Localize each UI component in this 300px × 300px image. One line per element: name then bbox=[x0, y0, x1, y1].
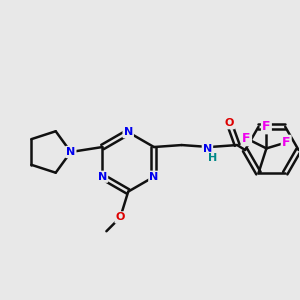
Text: F: F bbox=[282, 136, 290, 149]
Text: N: N bbox=[203, 144, 212, 154]
Text: O: O bbox=[225, 118, 234, 128]
Text: N: N bbox=[149, 172, 159, 182]
Text: N: N bbox=[124, 127, 133, 137]
Text: N: N bbox=[98, 172, 107, 182]
Text: F: F bbox=[262, 120, 271, 133]
Text: O: O bbox=[116, 212, 125, 222]
Text: F: F bbox=[242, 132, 251, 145]
Text: N: N bbox=[66, 147, 75, 157]
Text: H: H bbox=[208, 153, 217, 163]
